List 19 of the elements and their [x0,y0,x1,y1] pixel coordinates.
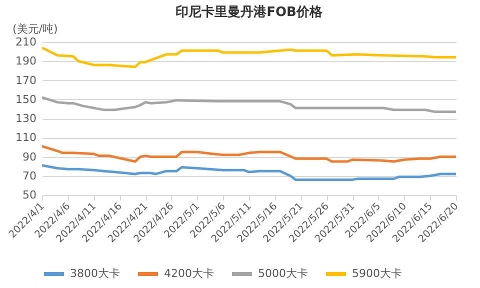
legend-label: 3800大卡 [70,267,120,280]
line-series [42,46,456,68]
line-series [42,144,456,163]
legend-label: 5900大卡 [352,267,402,280]
y-tick-label: 190 [16,54,36,68]
y-axis-title: (美元/吨) [12,22,58,36]
legend-label: 5000大卡 [258,267,308,280]
y-tick-label: 90 [22,150,36,164]
y-tick-label: 50 [22,188,36,202]
y-tick-label: 110 [16,131,36,144]
y-tick-label: 170 [16,74,36,87]
line-series [42,96,456,114]
legend-label: 4200大卡 [164,267,214,280]
line-series [42,164,456,181]
y-tick-label: 130 [16,112,36,125]
y-tick-label: 210 [16,36,36,48]
y-tick-label: 150 [16,92,36,106]
chart-title: 印尼卡里曼丹港FOB价格 [176,4,324,20]
y-tick-label: 70 [22,169,36,182]
